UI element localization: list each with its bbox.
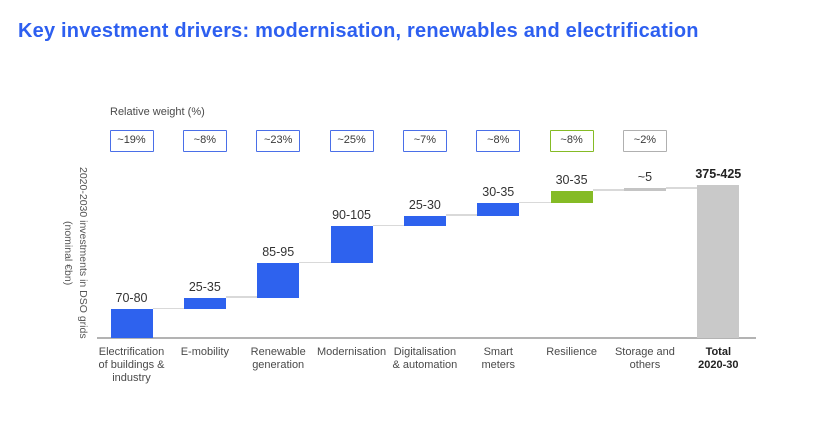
waterfall-bar — [330, 226, 373, 264]
connector-line — [665, 187, 698, 189]
waterfall-bar — [477, 203, 520, 216]
category-label-line: 2020-30 — [698, 359, 739, 371]
relative-weight-label: Relative weight (%) — [110, 106, 205, 118]
y-axis-label-line2: (nominal €bn) — [62, 220, 74, 286]
connector-line — [225, 296, 258, 298]
category-label-line: Electrification — [98, 346, 165, 358]
category-label-line: industry — [112, 372, 151, 384]
category-label: E-mobility — [162, 346, 248, 359]
category-label: Resilience — [529, 346, 615, 359]
category-label-line: Digitalisation — [393, 346, 457, 358]
category-label: Renewable generation — [235, 346, 321, 372]
category-label: Storage and others — [602, 346, 688, 372]
y-axis-label-line1: 2020-2030 investments in DSO grids — [77, 167, 89, 339]
category-label: Smart meters — [455, 346, 541, 372]
category-label-line: Resilience — [546, 346, 597, 358]
relative-weight-badge: ~8% — [476, 130, 521, 152]
connector-line — [152, 307, 184, 310]
waterfall-bar — [697, 185, 740, 338]
value-label: 25-35 — [188, 279, 221, 294]
connector-line — [592, 189, 624, 191]
category-label-line: meters — [481, 359, 516, 371]
category-label-line: Smart — [483, 346, 513, 358]
relative-weight-badge: ~19% — [109, 130, 154, 152]
connector-line — [299, 261, 331, 264]
relative-weight-badge: ~25% — [329, 130, 374, 152]
relative-weight-badge: ~8% — [182, 130, 227, 152]
category-label-line: & automation — [392, 359, 458, 371]
relative-weight-badge: ~7% — [402, 130, 447, 152]
waterfall-bar — [183, 297, 226, 310]
category-label: Modernisation — [309, 346, 395, 359]
category-label: Digitalisation & automation — [382, 346, 468, 372]
category-label-line: Modernisation — [317, 346, 387, 358]
relative-weight-badge: ~2% — [622, 130, 667, 152]
x-axis-line — [97, 337, 756, 339]
relative-weight-badge: ~23% — [256, 130, 301, 152]
waterfall-bar — [550, 190, 593, 204]
waterfall-bar — [623, 187, 666, 191]
value-label: 85-95 — [262, 245, 295, 260]
category-label-line: generation — [252, 359, 305, 371]
category-label-line: Renewable — [250, 346, 306, 358]
category-label-line: E-mobility — [180, 346, 229, 358]
y-axis-label: 2020-2030 investments in DSO grids (nomi… — [56, 145, 90, 361]
relative-weight-badge: ~8% — [549, 130, 594, 152]
value-label: 30-35 — [482, 185, 515, 200]
connector-line — [445, 214, 478, 216]
value-label: 90-105 — [332, 208, 372, 223]
value-label: 70-80 — [115, 291, 148, 306]
connector-line — [372, 224, 404, 227]
category-label: Electrification of buildings & industry — [89, 346, 175, 385]
waterfall-bar — [110, 309, 153, 338]
value-label: 30-35 — [555, 172, 588, 187]
category-label-line: Total — [705, 346, 732, 358]
value-label: 25-30 — [408, 197, 441, 212]
waterfall-bar — [403, 215, 446, 227]
category-label-line: of buildings & — [98, 359, 165, 371]
category-label: Total 2020-30 — [675, 346, 761, 372]
value-label: 375-425 — [695, 167, 742, 181]
waterfall-bar — [257, 263, 300, 298]
value-label: ~5 — [637, 169, 653, 184]
category-label-line: others — [629, 359, 661, 371]
category-label-line: Storage and — [614, 346, 675, 358]
page-title: Key investment drivers: modernisation, r… — [18, 20, 699, 42]
connector-line — [519, 201, 551, 204]
